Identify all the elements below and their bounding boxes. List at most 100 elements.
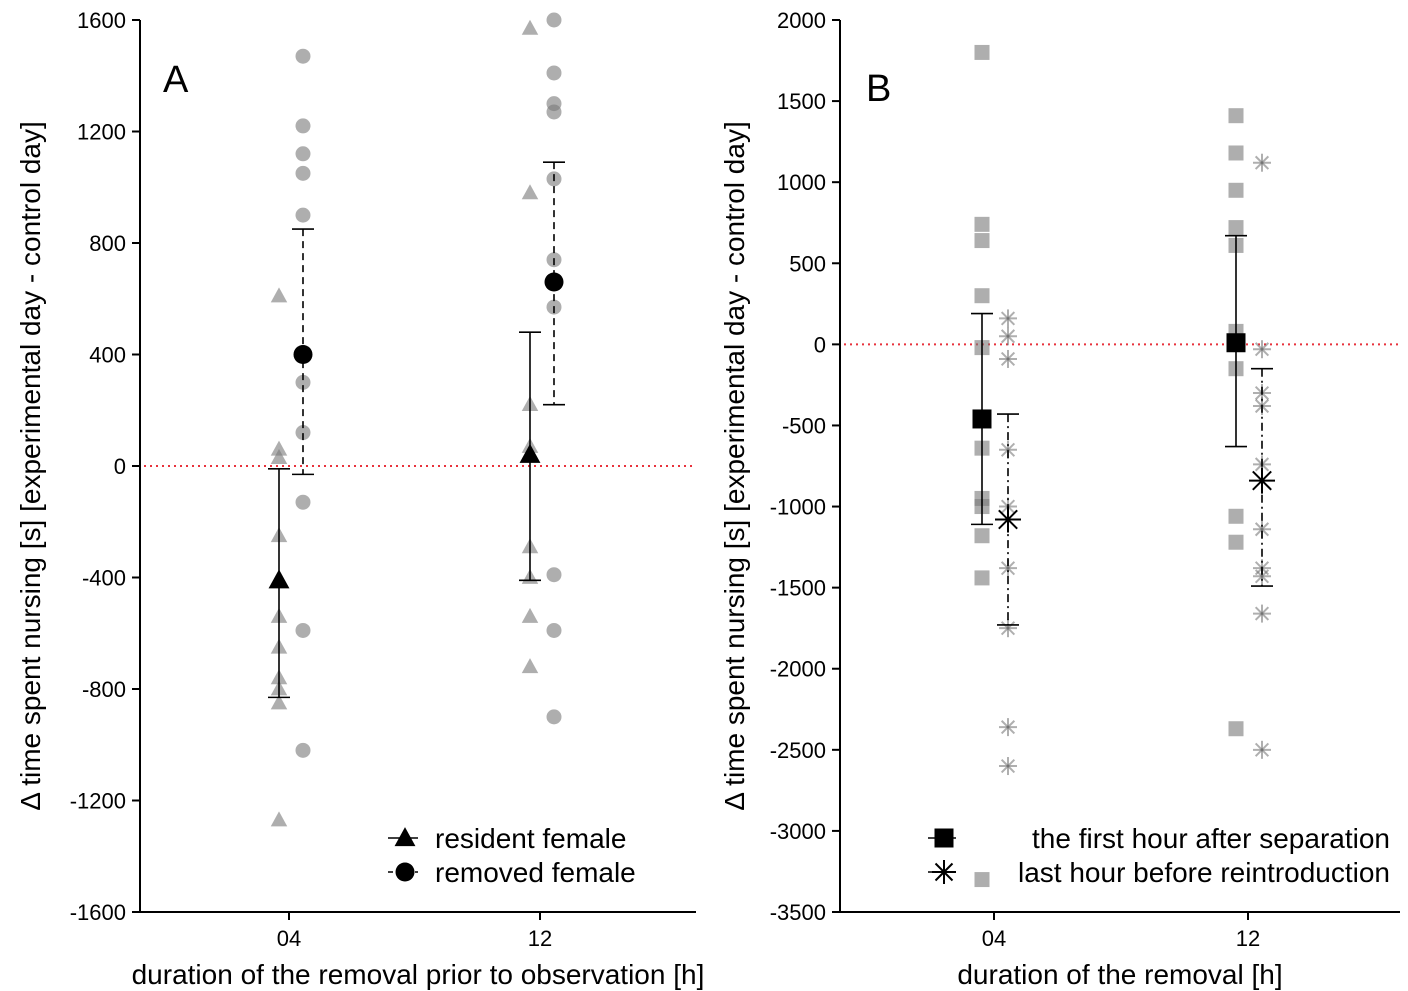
mean-marker	[519, 443, 541, 463]
data-point	[1228, 145, 1244, 161]
y-tick-label: 1600	[77, 8, 126, 33]
data-point-stroke	[1000, 311, 1016, 326]
y-tick-label: -2000	[770, 657, 826, 682]
data-point	[295, 165, 311, 181]
y-tick-label: -800	[82, 677, 126, 702]
legend-marker	[932, 860, 956, 884]
data-point	[999, 327, 1017, 346]
x-axis-title: duration of the removal [h]	[957, 959, 1282, 990]
data-point	[1253, 604, 1271, 623]
y-axis-title: Δ time spent nursing [s] [experimental d…	[15, 121, 46, 810]
data-point	[974, 288, 990, 304]
x-tick-label: 12	[1236, 926, 1260, 951]
y-tick-label: -3500	[770, 900, 826, 925]
data-point-stroke	[1254, 742, 1270, 757]
panel-label: A	[163, 59, 189, 101]
mean-marker-stroke	[1252, 470, 1272, 491]
panel-label: B	[866, 68, 891, 110]
y-tick-label: 400	[89, 343, 126, 368]
data-point	[295, 146, 311, 162]
y-tick-label: -3000	[770, 819, 826, 844]
data-point-stroke	[1000, 442, 1016, 457]
legend-marker	[395, 862, 415, 882]
data-point	[999, 309, 1017, 328]
x-tick-label: 04	[277, 926, 301, 951]
data-point-stroke	[1254, 522, 1270, 537]
data-point-stroke	[1254, 569, 1270, 584]
data-point	[1228, 534, 1244, 550]
data-point	[521, 607, 539, 623]
data-point	[974, 528, 990, 544]
legend-marker	[394, 827, 416, 847]
data-point	[270, 811, 288, 827]
x-tick-label: 12	[528, 926, 552, 951]
data-point	[999, 718, 1017, 737]
mean-marker	[1226, 333, 1246, 353]
data-point	[546, 65, 562, 81]
data-point	[521, 184, 539, 200]
data-point	[1228, 508, 1244, 524]
data-point	[270, 449, 288, 465]
data-point	[999, 619, 1017, 638]
data-point-stroke	[1254, 342, 1270, 357]
data-point	[974, 570, 990, 586]
y-tick-label: -500	[782, 413, 826, 438]
data-point	[999, 349, 1017, 368]
data-point	[546, 104, 562, 120]
mean-marker	[972, 409, 992, 429]
legend-marker	[934, 828, 954, 848]
data-point-stroke	[1000, 561, 1016, 576]
y-tick-label: 800	[89, 231, 126, 256]
mean-marker	[293, 345, 313, 364]
x-axis-title: duration of the removal prior to observa…	[132, 959, 705, 990]
y-tick-label: 2000	[777, 8, 826, 33]
data-point	[1253, 153, 1271, 172]
data-point	[546, 567, 562, 583]
data-point	[546, 709, 562, 725]
data-point-stroke	[1000, 621, 1016, 636]
data-point	[1228, 220, 1244, 236]
data-point-stroke	[1000, 720, 1016, 735]
data-point	[521, 19, 539, 35]
mean-marker	[544, 272, 564, 292]
data-point	[270, 694, 288, 710]
data-point	[295, 207, 311, 223]
series-square	[971, 44, 1247, 888]
data-point	[1253, 740, 1271, 759]
legend-label: removed female	[435, 857, 636, 888]
data-point	[295, 48, 311, 64]
data-point-stroke	[1000, 329, 1016, 344]
panel-a: 1600 1200 800 400 0 -400 -800 -1200 -1600 04 12 dur…	[15, 8, 704, 990]
data-point-stroke	[1000, 758, 1016, 774]
mean-marker	[995, 506, 1021, 533]
panel-b: 2000 1500 1000 500 0 -500 -1000 -1500 -2000 -2500…	[719, 8, 1400, 990]
data-point	[974, 216, 990, 232]
y-tick-label: 0	[814, 332, 826, 357]
y-tick-label: 500	[789, 251, 826, 276]
data-point	[295, 425, 311, 441]
data-point	[1228, 182, 1244, 198]
y-tick-label: -1500	[770, 576, 826, 601]
series-triangle	[268, 19, 541, 827]
data-point	[974, 44, 990, 60]
y-tick-label: -1200	[70, 789, 126, 814]
legend-marker-stroke	[934, 862, 954, 882]
mean-marker	[268, 569, 290, 589]
data-point	[1253, 520, 1271, 539]
data-point	[1228, 108, 1244, 124]
legend-label: the first hour after separation	[1032, 823, 1390, 854]
data-point	[270, 287, 288, 303]
data-point	[295, 622, 311, 638]
data-point	[1228, 721, 1244, 737]
y-tick-label: -400	[82, 566, 126, 591]
y-tick-label: -2500	[770, 738, 826, 763]
mean-marker-stroke	[998, 509, 1018, 530]
legend-label: resident female	[435, 823, 626, 854]
data-point	[295, 374, 311, 390]
legend-label: last hour before reintroduction	[1018, 857, 1390, 888]
y-tick-label: -1000	[770, 495, 826, 520]
y-tick-label: -1600	[70, 900, 126, 925]
data-point	[270, 440, 288, 456]
data-point	[974, 233, 990, 249]
